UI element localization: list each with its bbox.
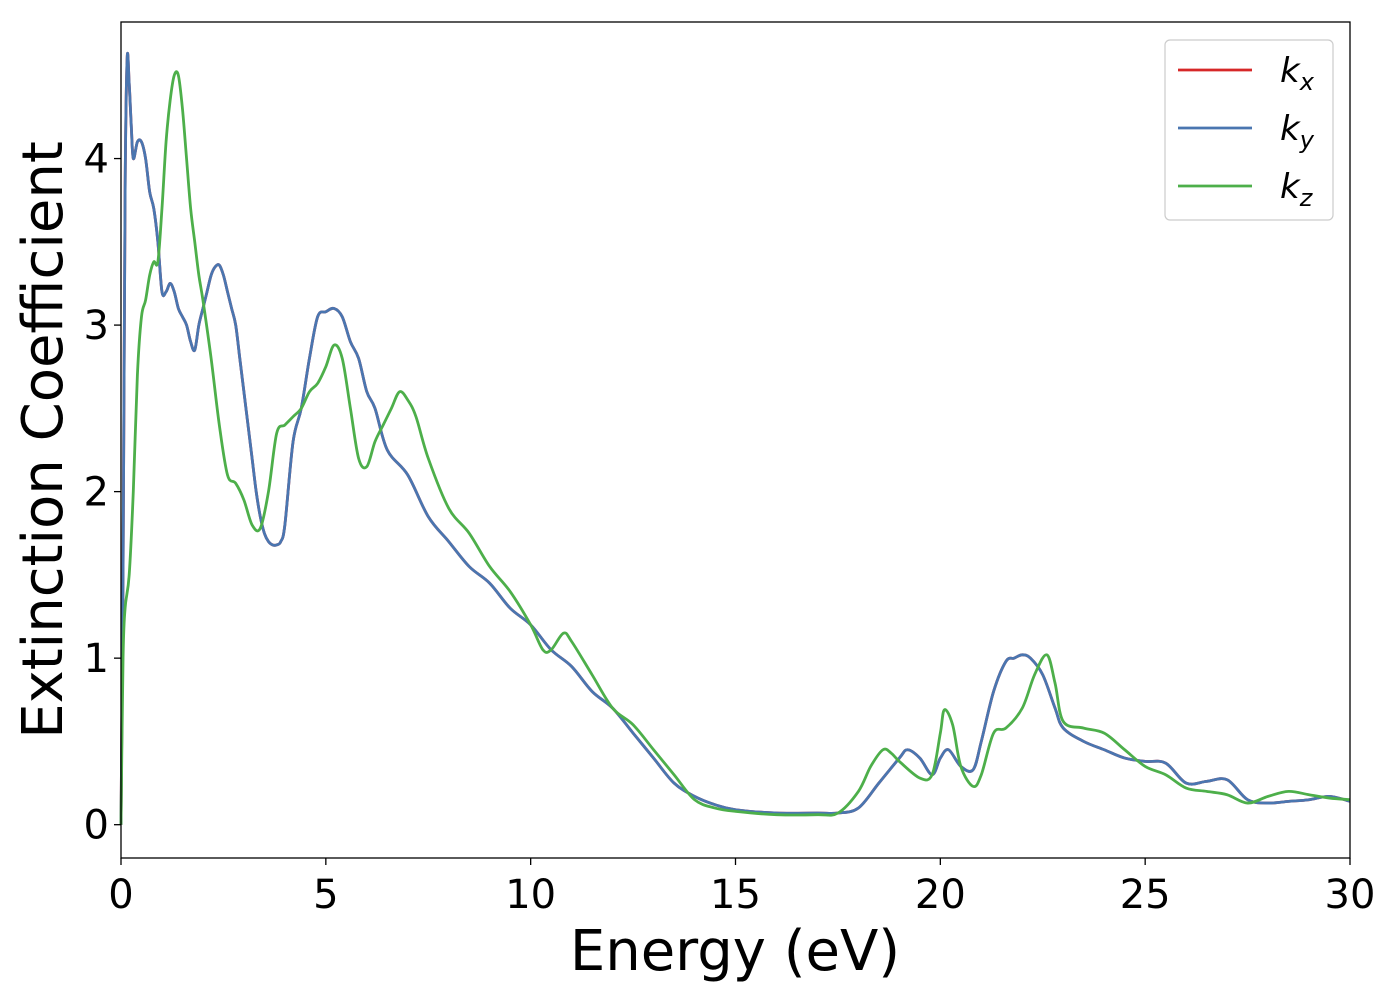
y-axis-label: Extinction Coefficient	[11, 141, 76, 739]
x-tick-label: 25	[1120, 872, 1171, 918]
x-tick-label: 30	[1325, 872, 1376, 918]
x-tick-label: 0	[108, 872, 133, 918]
x-axis-label: Energy (eV)	[570, 919, 900, 984]
x-tick-label: 5	[313, 872, 338, 918]
series-line-kz	[119, 70, 1351, 825]
x-tick-label: 20	[915, 872, 966, 918]
legend-box	[1164, 39, 1334, 221]
legend: kx ky kz	[1164, 39, 1334, 221]
legend-label-kx: kx	[1280, 51, 1315, 96]
series-line-ky	[119, 51, 1351, 825]
series-lines	[119, 51, 1351, 825]
y-tick-label: 3	[84, 303, 109, 349]
y-tick-label: 0	[84, 803, 109, 849]
legend-label-kz: kz	[1280, 167, 1314, 212]
x-tick-label: 15	[710, 872, 761, 918]
y-axis-ticks: 0 1 2 3 4	[84, 137, 121, 849]
x-tick-label: 10	[505, 872, 556, 918]
y-tick-label: 4	[84, 137, 109, 183]
y-tick-label: 1	[84, 636, 109, 682]
y-tick-label: 2	[84, 470, 109, 516]
legend-label-ky: ky	[1280, 109, 1315, 154]
x-axis-ticks: 0 5 10 15 20 25 30	[108, 858, 1375, 918]
